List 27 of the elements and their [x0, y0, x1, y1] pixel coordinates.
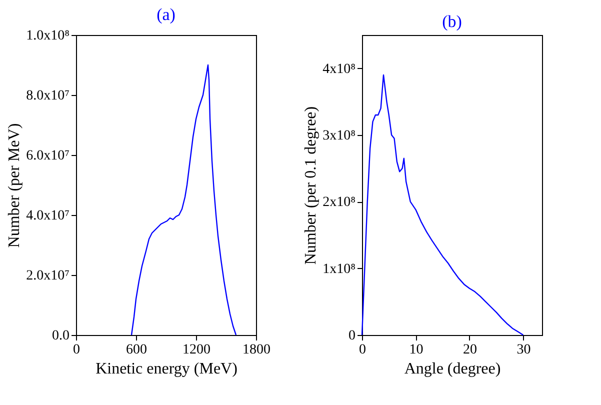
y-tick-label: 1.0x10⁸ [26, 28, 70, 44]
y-tick-label: 1x10⁸ [322, 262, 356, 277]
y-tick-label: 2.0x10⁷ [26, 268, 70, 284]
line-series [130, 64, 237, 336]
y-tick-label: 6.0x10⁷ [26, 148, 70, 164]
y-tick-label: 0 [348, 328, 356, 344]
x-tick-label: 10 [409, 342, 424, 358]
y-axis-title: Number (per MeV) [6, 123, 24, 248]
x-tick-label: 30 [516, 342, 531, 358]
y-tick-label: 4x10⁸ [322, 62, 356, 77]
chart-title: (b) [442, 12, 462, 31]
line-series [361, 74, 524, 336]
x-axis-title: Kinetic energy (MeV) [96, 360, 238, 378]
chart-title: (a) [156, 5, 176, 24]
y-tick-label: 4.0x10⁷ [26, 208, 70, 224]
y-tick-label: 8.0x10⁷ [26, 88, 70, 104]
y-tick-label: 0.0 [52, 328, 70, 344]
x-tick-label: 1200 [182, 342, 210, 358]
x-tick-label: 0 [359, 342, 366, 358]
x-tick-label: 20 [462, 342, 477, 358]
x-tick-label: 0 [73, 342, 80, 358]
x-tick-label: 600 [126, 342, 147, 358]
y-axis-title: Number (per 0.1 degree) [302, 106, 320, 265]
x-axis-title: Angle (degree) [404, 360, 501, 378]
y-tick-label: 3x10⁸ [322, 128, 356, 144]
y-tick-label: 2x10⁸ [322, 195, 356, 210]
x-tick-label: 1800 [242, 342, 270, 358]
